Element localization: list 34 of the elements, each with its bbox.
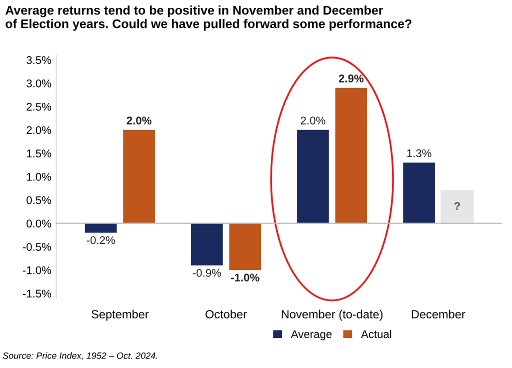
legend-label: Average bbox=[290, 330, 332, 340]
y-tick-label: 1.0% bbox=[26, 172, 52, 181]
y-tick-label: 2.5% bbox=[26, 102, 52, 111]
y-tick-label: 3.0% bbox=[26, 79, 52, 88]
bar bbox=[84, 223, 117, 233]
bar bbox=[123, 130, 155, 224]
y-tick-label: -0.5% bbox=[22, 242, 52, 251]
y-tick-label: 3.5% bbox=[26, 56, 52, 64]
x-tick-label: November (to-date) bbox=[282, 310, 383, 321]
bar bbox=[229, 223, 262, 270]
data-label: -0.9% bbox=[192, 268, 222, 277]
bar bbox=[191, 223, 223, 266]
y-tick-label: -1.5% bbox=[22, 290, 52, 298]
bar bbox=[297, 130, 329, 224]
x-tick-label: December bbox=[412, 310, 466, 318]
y-tick-label: 0.5% bbox=[26, 196, 52, 204]
chart-title: Average returns tend to be positive in November and December of Election years. Could we have pulled forward some performance? bbox=[5, 6, 412, 31]
data-label: 2.0% bbox=[126, 116, 152, 124]
bar bbox=[403, 162, 435, 224]
legend-label: Actual bbox=[361, 330, 392, 338]
y-tick-label: 1.5% bbox=[26, 150, 52, 158]
data-label: -1.0% bbox=[231, 274, 260, 282]
data-label: 2.9% bbox=[338, 74, 364, 82]
data-label: -0.2% bbox=[86, 236, 115, 244]
source-note: Source: Price Index, 1952 – Oct. 2024. bbox=[2, 352, 158, 360]
y-tick-label: 0.0% bbox=[26, 220, 52, 228]
y-tick-label: -1.0% bbox=[22, 266, 52, 274]
x-tick-label: October bbox=[206, 310, 247, 318]
data-label: 2.0% bbox=[300, 116, 326, 124]
annotation: ? bbox=[454, 202, 460, 210]
bar bbox=[335, 88, 368, 224]
x-tick-label: September bbox=[92, 310, 149, 321]
y-tick-label: 2.0% bbox=[26, 126, 52, 134]
data-label: 1.3% bbox=[407, 149, 432, 158]
